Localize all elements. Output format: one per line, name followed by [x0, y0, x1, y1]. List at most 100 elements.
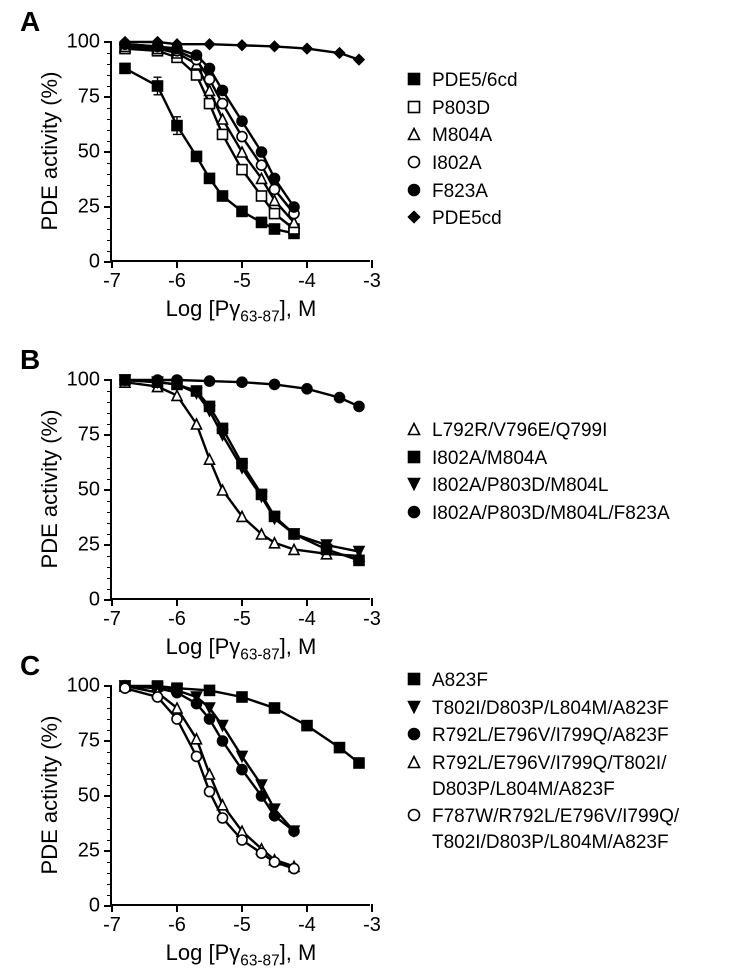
data-point — [270, 209, 280, 219]
legend-label: F787W/R792L/E796V/I799Q/T802I/D803P/L804… — [428, 804, 679, 855]
data-point — [270, 41, 280, 51]
legend-label: A823F — [428, 668, 488, 694]
data-point — [335, 743, 345, 753]
data-point — [270, 195, 280, 205]
data-point — [257, 780, 267, 790]
data-point — [172, 714, 182, 724]
legend-label: I802A/P803D/M804L — [428, 473, 608, 499]
legend-marker-icon — [400, 206, 428, 228]
data-point — [237, 147, 247, 157]
data-point — [192, 151, 202, 161]
x-axis-title: Log [Pγ63-87], M — [166, 634, 317, 664]
data-point — [257, 848, 267, 858]
legend-label: M804A — [428, 123, 492, 149]
x-axis-title: Log [Pγ63-87], M — [166, 940, 317, 970]
y-tick-label: 50 — [78, 785, 100, 808]
x-tick-label: -6 — [168, 914, 186, 937]
data-point — [205, 39, 215, 49]
data-point — [120, 683, 130, 693]
legend-marker-icon — [400, 668, 428, 690]
legend-item: M804A — [400, 123, 518, 149]
legend-label: PDE5cd — [428, 206, 502, 232]
legend-item: T802I/D803P/L804M/A823F — [400, 696, 679, 722]
data-point — [205, 769, 215, 779]
legend-item: P803D — [400, 96, 518, 122]
data-point — [153, 375, 163, 385]
legend-item: I802A/P803D/M804L — [400, 473, 670, 499]
data-point — [237, 377, 247, 387]
data-point — [237, 692, 247, 702]
legend-label: L792R/V796E/Q799I — [428, 418, 607, 444]
data-point — [237, 765, 247, 775]
data-point — [120, 375, 130, 385]
data-point — [218, 99, 228, 109]
y-tick-label: 75 — [78, 730, 100, 753]
legend-marker-icon — [400, 723, 428, 745]
legend-marker-icon — [400, 804, 428, 826]
y-tick-label: 100 — [67, 369, 100, 392]
x-tick-label: -7 — [103, 270, 121, 293]
legend-label: T802I/D803P/L804M/A823F — [428, 696, 669, 722]
data-point — [302, 721, 312, 731]
legend-label: R792L/E796V/I799Q/T802I/D803P/L804M/A823… — [428, 751, 667, 802]
legend-item: I802A — [400, 151, 518, 177]
data-point — [192, 699, 202, 709]
legend-label: I802A — [428, 151, 482, 177]
legend-item: L792R/V796E/Q799I — [400, 418, 670, 444]
data-point — [289, 864, 299, 874]
data-point — [205, 787, 215, 797]
x-tick-label: -6 — [168, 608, 186, 631]
legend-marker-icon — [400, 418, 428, 440]
legend-marker-icon — [400, 501, 428, 523]
y-tick-label: 25 — [78, 196, 100, 219]
legend-item: I802A/M804A — [400, 446, 670, 472]
data-point — [205, 685, 215, 695]
legend-marker-icon — [400, 123, 428, 145]
data-point — [354, 55, 364, 65]
x-tick-label: -7 — [103, 608, 121, 631]
y-axis-title: PDE activity (%) — [37, 716, 63, 875]
data-point — [237, 206, 247, 216]
data-point — [153, 692, 163, 702]
legend-marker-icon — [400, 696, 428, 718]
data-point — [270, 224, 280, 234]
legend-marker-icon — [400, 751, 428, 773]
data-point — [354, 758, 364, 768]
legend-label: I802A/M804A — [428, 446, 547, 472]
data-point — [172, 375, 182, 385]
y-axis-title: PDE activity (%) — [37, 72, 63, 231]
data-point — [289, 202, 299, 212]
data-point — [270, 173, 280, 183]
x-axis-title: Log [Pγ63-87], M — [166, 296, 317, 326]
data-point — [354, 401, 364, 411]
legend-label: R792L/E796V/I799Q/A823F — [428, 723, 669, 749]
data-point — [172, 121, 182, 131]
x-tick-label: -3 — [363, 270, 381, 293]
y-tick-label: 100 — [67, 675, 100, 698]
y-tick-label: 0 — [89, 251, 100, 274]
legend-item: A823F — [400, 668, 679, 694]
data-point — [270, 811, 280, 821]
x-tick-label: -5 — [233, 914, 251, 937]
legend-label: F823A — [428, 179, 488, 205]
data-point — [218, 85, 228, 95]
legend-item: PDE5cd — [400, 206, 518, 232]
data-point — [302, 384, 312, 394]
data-point — [218, 813, 228, 823]
y-tick-label: 100 — [67, 31, 100, 54]
data-point — [237, 165, 247, 175]
data-point — [237, 40, 247, 50]
data-point — [120, 63, 130, 73]
y-tick-label: 75 — [78, 424, 100, 447]
data-point — [270, 379, 280, 389]
x-tick-label: -4 — [298, 270, 316, 293]
y-axis-title: PDE activity (%) — [37, 410, 63, 569]
data-point — [218, 485, 228, 495]
y-tick-label: 50 — [78, 141, 100, 164]
data-point — [237, 835, 247, 845]
data-point — [218, 736, 228, 746]
legend-b: L792R/V796E/Q799II802A/M804AI802A/P803D/… — [400, 418, 670, 529]
data-point — [257, 791, 267, 801]
data-point — [218, 129, 228, 139]
data-point — [192, 751, 202, 761]
